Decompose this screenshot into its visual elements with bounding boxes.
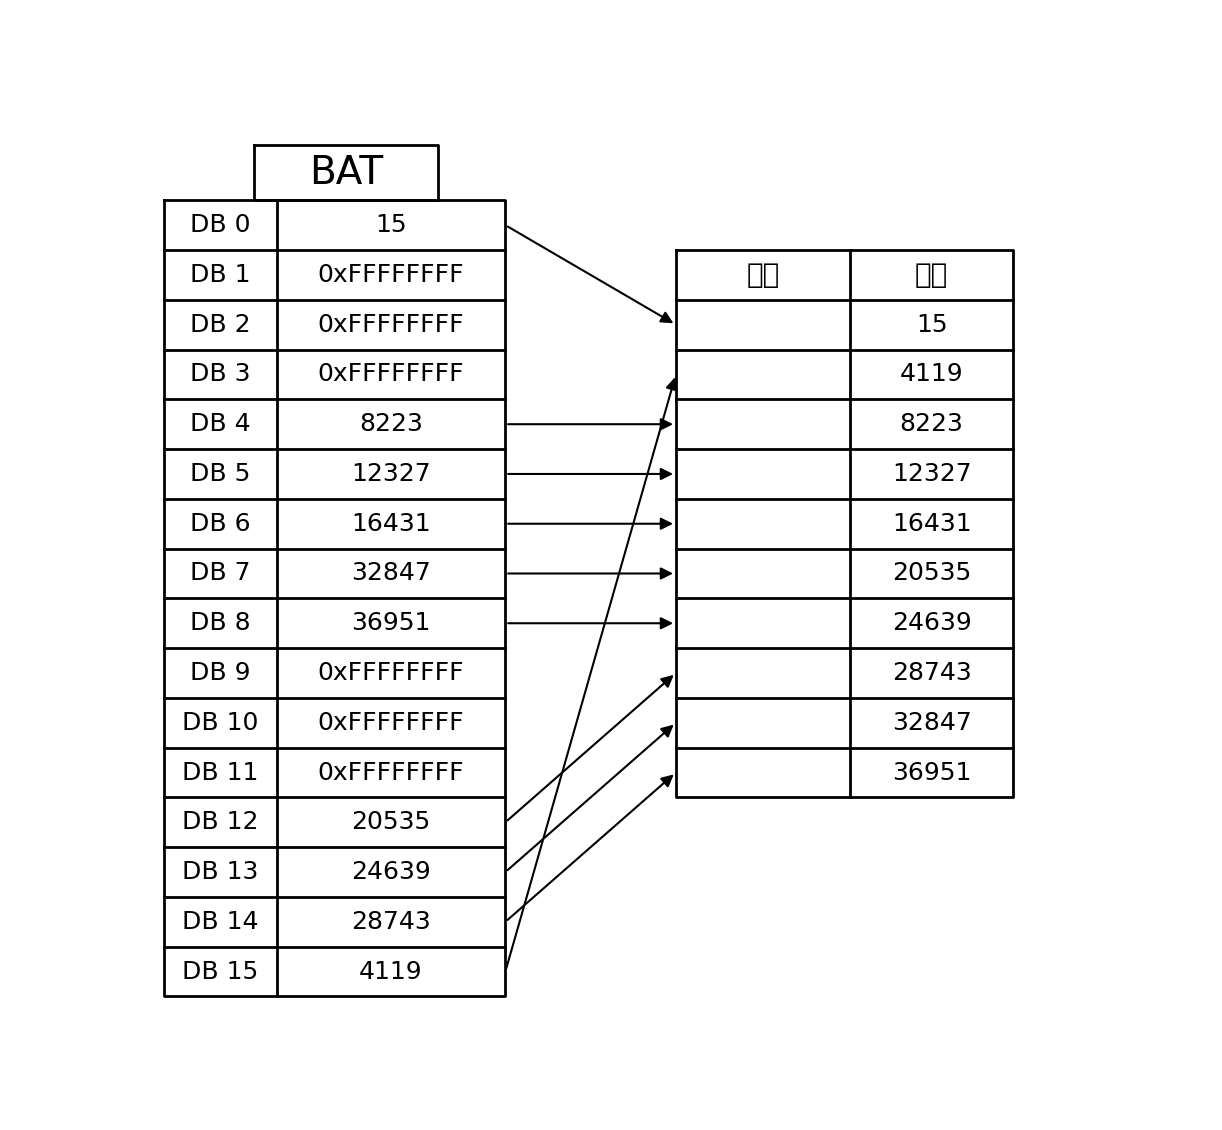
Text: 0xFFFFFFFF: 0xFFFFFFFF: [318, 263, 464, 287]
Text: 15: 15: [375, 214, 407, 237]
Text: 0xFFFFFFFF: 0xFFFFFFFF: [318, 760, 464, 784]
Text: 文件: 文件: [747, 261, 780, 289]
Text: 偏移: 偏移: [915, 261, 948, 289]
Text: DB 13: DB 13: [182, 860, 259, 884]
Text: DB 10: DB 10: [182, 711, 259, 734]
Text: DB 6: DB 6: [191, 512, 251, 536]
Text: BAT: BAT: [309, 154, 382, 192]
Text: DB 12: DB 12: [182, 810, 259, 834]
Text: 0xFFFFFFFF: 0xFFFFFFFF: [318, 661, 464, 685]
Text: 4119: 4119: [899, 363, 963, 386]
Text: 16431: 16431: [892, 512, 971, 536]
Text: DB 14: DB 14: [182, 910, 259, 933]
Text: 16431: 16431: [351, 512, 431, 536]
Text: DB 5: DB 5: [191, 462, 251, 486]
Text: 20535: 20535: [352, 810, 430, 834]
Text: 28743: 28743: [892, 661, 971, 685]
Text: 4119: 4119: [359, 959, 423, 983]
Text: DB 15: DB 15: [182, 959, 259, 983]
Text: 15: 15: [915, 313, 947, 337]
Text: DB 2: DB 2: [191, 313, 251, 337]
Text: 36951: 36951: [352, 611, 430, 635]
Text: DB 4: DB 4: [191, 412, 251, 436]
Text: DB 9: DB 9: [191, 661, 251, 685]
Text: DB 0: DB 0: [191, 214, 251, 237]
Text: 0xFFFFFFFF: 0xFFFFFFFF: [318, 313, 464, 337]
Text: 32847: 32847: [351, 562, 431, 585]
Text: DB 7: DB 7: [191, 562, 251, 585]
Text: DB 8: DB 8: [191, 611, 251, 635]
Text: DB 11: DB 11: [182, 760, 259, 784]
Text: 28743: 28743: [351, 910, 431, 933]
Text: 24639: 24639: [351, 860, 431, 884]
Text: 20535: 20535: [892, 562, 971, 585]
Text: 8223: 8223: [359, 412, 423, 436]
Text: 0xFFFFFFFF: 0xFFFFFFFF: [318, 711, 464, 734]
Text: 12327: 12327: [892, 462, 971, 486]
Text: 8223: 8223: [899, 412, 964, 436]
Text: 12327: 12327: [351, 462, 431, 486]
Text: 36951: 36951: [892, 760, 971, 784]
Text: 0xFFFFFFFF: 0xFFFFFFFF: [318, 363, 464, 386]
Text: DB 3: DB 3: [191, 363, 251, 386]
Text: DB 1: DB 1: [191, 263, 251, 287]
Text: 24639: 24639: [892, 611, 971, 635]
Text: 32847: 32847: [892, 711, 971, 734]
